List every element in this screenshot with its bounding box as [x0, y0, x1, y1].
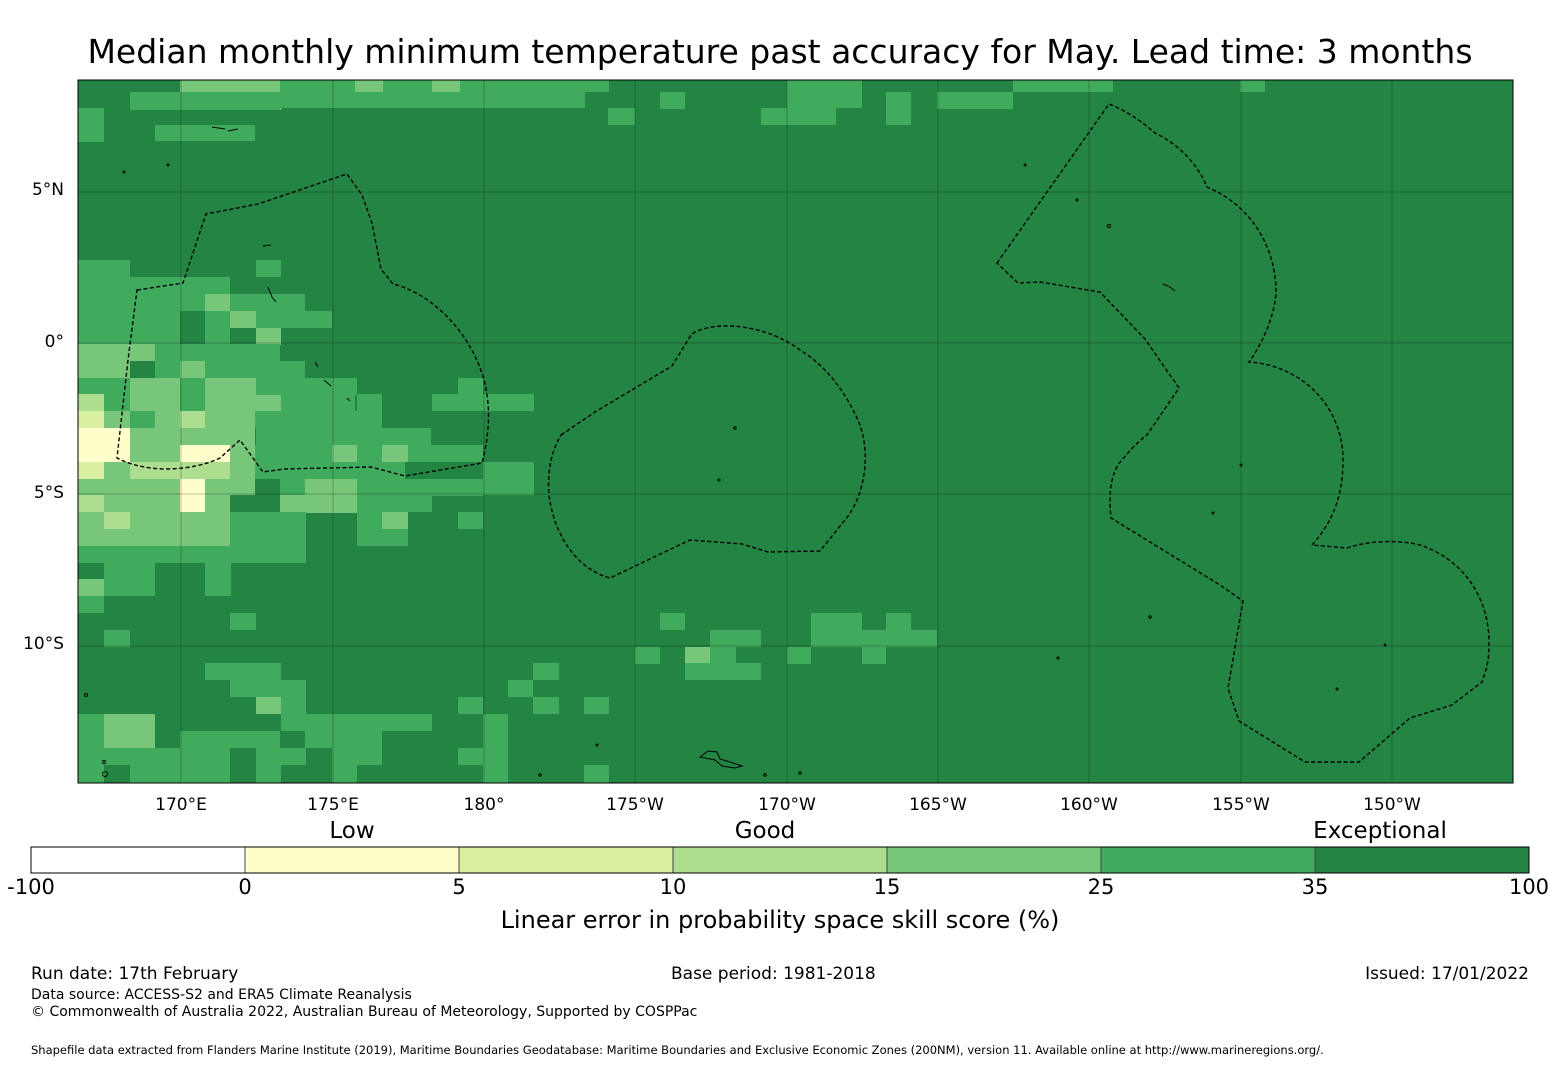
colorbar-title: Linear error in probability space skill … — [500, 906, 1060, 934]
base-period: Base period: 1981-2018 — [671, 964, 876, 984]
colorbar — [30, 846, 1530, 874]
lon-label: 175°E — [307, 795, 359, 815]
lon-label: 170°W — [758, 795, 816, 815]
shapefile-credit: Shapefile data extracted from Flanders M… — [31, 1043, 1324, 1057]
colorbar-segment — [1315, 847, 1529, 873]
colorbar-tick: 5 — [452, 875, 466, 899]
colorbar-tick: 10 — [659, 875, 687, 899]
run-date: Run date: 17th February — [31, 964, 239, 984]
colorbar-segment — [887, 847, 1101, 873]
islands — [84, 126, 1387, 777]
lat-label: 0° — [44, 332, 64, 352]
lat-label: 5°S — [33, 483, 64, 503]
map-title: Median monthly minimum temperature past … — [87, 32, 1473, 71]
lon-label: 180° — [463, 795, 505, 815]
eez-kiribati-line — [996, 103, 1490, 763]
category-label-low: Low — [329, 818, 375, 844]
colorbar-segment — [245, 847, 459, 873]
lat-label: 10°S — [23, 634, 64, 654]
lon-label: 165°W — [909, 795, 967, 815]
eez-kiribati-gilbert — [116, 173, 490, 477]
colorbar-tick: 35 — [1301, 875, 1329, 899]
colorbar-segment — [459, 847, 673, 873]
lon-label: 150°W — [1363, 795, 1421, 815]
category-label-good: Good — [734, 818, 796, 844]
copyright: © Commonwealth of Australia 2022, Austra… — [31, 1004, 698, 1020]
category-label-exceptional: Exceptional — [1313, 818, 1447, 844]
eez-boundaries — [116, 103, 1490, 763]
lat-label: 5°N — [31, 180, 64, 200]
colorbar-segment — [673, 847, 887, 873]
eez-tokelau — [547, 325, 866, 579]
data-source: Data source: ACCESS-S2 and ERA5 Climate … — [31, 987, 412, 1003]
skill-cells — [78, 80, 1265, 783]
lon-label: 170°E — [155, 795, 207, 815]
issued-date: Issued: 17/01/2022 — [1365, 964, 1529, 984]
graticule — [78, 80, 1513, 783]
lon-label: 160°W — [1060, 795, 1118, 815]
colorbar-tick: -100 — [7, 875, 55, 899]
colorbar-tick: 0 — [238, 875, 252, 899]
colorbar-tick: 25 — [1087, 875, 1115, 899]
lon-label: 155°W — [1212, 795, 1270, 815]
lon-label: 175°W — [606, 795, 664, 815]
colorbar-tick: 100 — [1508, 875, 1550, 899]
colorbar-tick: 15 — [873, 875, 901, 899]
colorbar-segment — [1101, 847, 1315, 873]
colorbar-segment — [31, 847, 245, 873]
